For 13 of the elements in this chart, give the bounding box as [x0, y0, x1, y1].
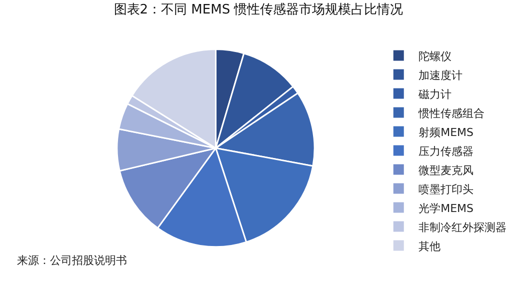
legend-label: 惯性传感组合 [418, 106, 485, 120]
legend-label: 射频MEMS [418, 126, 474, 139]
legend-label: 微型麦克风 [418, 164, 474, 177]
legend-label: 加速度计 [418, 68, 463, 82]
chart-title: 图表2：不同 MEMS 惯性传感器市场规模占比情况 [114, 2, 404, 18]
legend-label: 非制冷红外探测器 [418, 220, 507, 234]
legend-label: 压力传感器 [418, 144, 474, 158]
legend-label: 喷墨打印头 [418, 182, 474, 196]
legend-label: 陀螺仪 [418, 50, 452, 63]
legend-label: 其他 [418, 240, 441, 253]
legend-label: 磁力计 [418, 88, 452, 101]
source-note: 来源：公司招股说明书 [17, 254, 127, 267]
legend-label: 光学MEMS [418, 202, 474, 215]
